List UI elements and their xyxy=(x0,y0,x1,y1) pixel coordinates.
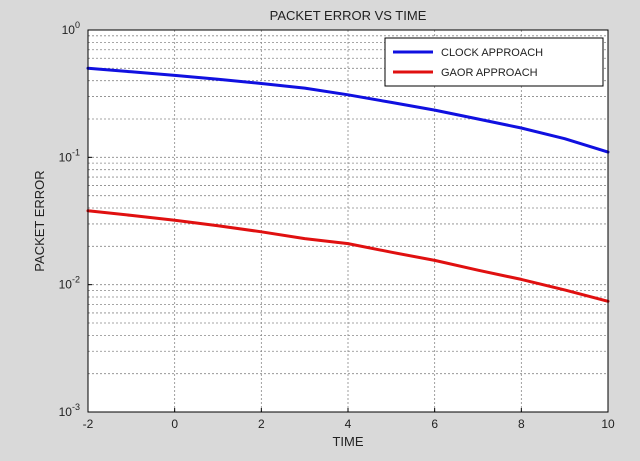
x-tick-label: 8 xyxy=(518,417,525,431)
series-line-clock-approach xyxy=(86,66,610,154)
x-tick-label: 2 xyxy=(258,417,265,431)
x-tick-label: 4 xyxy=(345,417,352,431)
legend-label: CLOCK APPROACH xyxy=(441,47,543,59)
x-axis-label: TIME xyxy=(332,434,363,449)
x-tick-label: -2 xyxy=(83,417,94,431)
chart-title: PACKET ERROR VS TIME xyxy=(270,8,427,23)
y-axis-label: PACKET ERROR xyxy=(32,170,47,271)
series-lines xyxy=(86,66,610,303)
x-tick-label: 10 xyxy=(601,417,615,431)
legend-box xyxy=(384,37,604,87)
y-tick-label: 10-3 xyxy=(59,402,80,419)
y-tick-label: 10-2 xyxy=(59,275,80,292)
series-line-gaor-approach xyxy=(86,209,610,303)
tick-labels: -2 0 2 4 6 8 10 10-3 10-2 10-1 100 xyxy=(59,20,615,431)
x-tick-label: 0 xyxy=(171,417,178,431)
legend: CLOCK APPROACH GAOR APPROACH xyxy=(384,37,604,87)
y-tick-label: 100 xyxy=(62,20,80,37)
y-tick-label: 10-1 xyxy=(59,147,80,164)
x-tick-label: 6 xyxy=(431,417,438,431)
legend-label: GAOR APPROACH xyxy=(441,67,538,79)
